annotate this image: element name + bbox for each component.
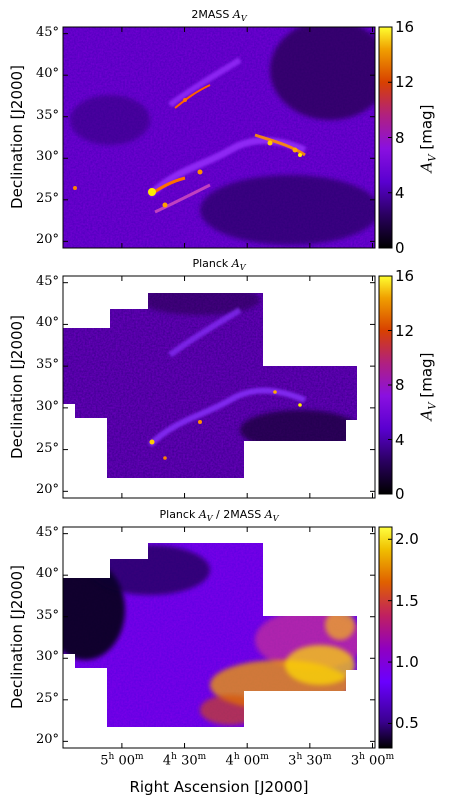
- colorbar-tick-label: 0: [395, 485, 405, 503]
- colorbar-tick-label: 4: [395, 430, 405, 449]
- colorbar-tick-label: 0.5: [395, 714, 419, 733]
- y-tick-label: 45°: [35, 24, 59, 40]
- panel-3-title: Planck AV / 2MASS AV: [159, 508, 279, 524]
- colorbar-2-label: AV [mag]: [417, 352, 439, 421]
- y-tick-label: 35°: [35, 107, 59, 123]
- colorbar-tick-label: 1.0: [395, 653, 419, 672]
- x-tick-label: 4h 00m: [225, 752, 269, 769]
- y-tick-label: 30°: [35, 649, 59, 665]
- x-tick-label: 5h 00m: [100, 752, 144, 769]
- y-tick-label: 20°: [35, 232, 59, 248]
- x-tick-label: 4h 30m: [162, 752, 207, 769]
- y-tick-label: 35°: [35, 357, 59, 373]
- panel-3: [62, 526, 393, 749]
- y-tick-label: 25°: [35, 690, 59, 706]
- x-tick-label: 3h 30m: [288, 752, 332, 769]
- colorbar-tick-label: 0: [395, 239, 405, 257]
- panel-1-title: 2MASS AV: [191, 8, 247, 24]
- panel-2-frame: [62, 275, 376, 499]
- colorbar-3: [378, 526, 393, 749]
- y-tick-label: 25°: [35, 190, 59, 206]
- colorbar-tick-label: 4: [395, 183, 405, 202]
- colorbar-tick-label: 12: [395, 321, 415, 340]
- colorbar-1-label: AV [mag]: [417, 104, 439, 173]
- colorbar-tick-label: 8: [395, 376, 405, 394]
- y-tick-label: 40°: [35, 315, 59, 331]
- panel-2-title: Planck AV: [192, 257, 246, 273]
- y-tick-label: 45°: [35, 524, 59, 540]
- panel-2: [62, 275, 393, 499]
- x-axis-label: Right Ascension [J2000]: [129, 778, 309, 796]
- colorbar-tick-label: 8: [395, 128, 405, 147]
- panel-1-ylabel: Declination [J2000]: [8, 65, 26, 209]
- y-tick-label: 35°: [35, 607, 59, 623]
- panel-1: [62, 26, 393, 249]
- axis-ticks: [63, 26, 392, 748]
- panel-1-image: [63, 27, 375, 248]
- panel-1-frame: [62, 26, 376, 249]
- y-tick-label: 20°: [35, 732, 59, 748]
- y-tick-label: 30°: [35, 398, 59, 414]
- y-tick-label: 25°: [35, 440, 59, 456]
- panel-3-image: [63, 527, 375, 748]
- colorbar-tick-label: 16: [395, 267, 415, 285]
- panel-3-frame: [62, 526, 376, 749]
- y-tick-label: 40°: [35, 66, 59, 82]
- y-tick-label: 30°: [35, 149, 59, 165]
- panel-2-ylabel: Declination [J2000]: [8, 315, 26, 459]
- panel-3-ylabel: Declination [J2000]: [8, 565, 26, 709]
- panel-2-image: [63, 276, 375, 498]
- colorbar-tick-label: 2.0: [395, 530, 419, 549]
- y-tick-label: 20°: [35, 482, 59, 498]
- x-tick-label: 3h 00m: [350, 752, 395, 769]
- y-tick-label: 45°: [35, 273, 59, 289]
- colorbar-tick-label: 1.5: [395, 591, 419, 610]
- y-tick-label: 40°: [35, 566, 59, 582]
- colorbar-tick-label: 12: [395, 73, 415, 92]
- colorbar-tick-label: 16: [395, 18, 415, 36]
